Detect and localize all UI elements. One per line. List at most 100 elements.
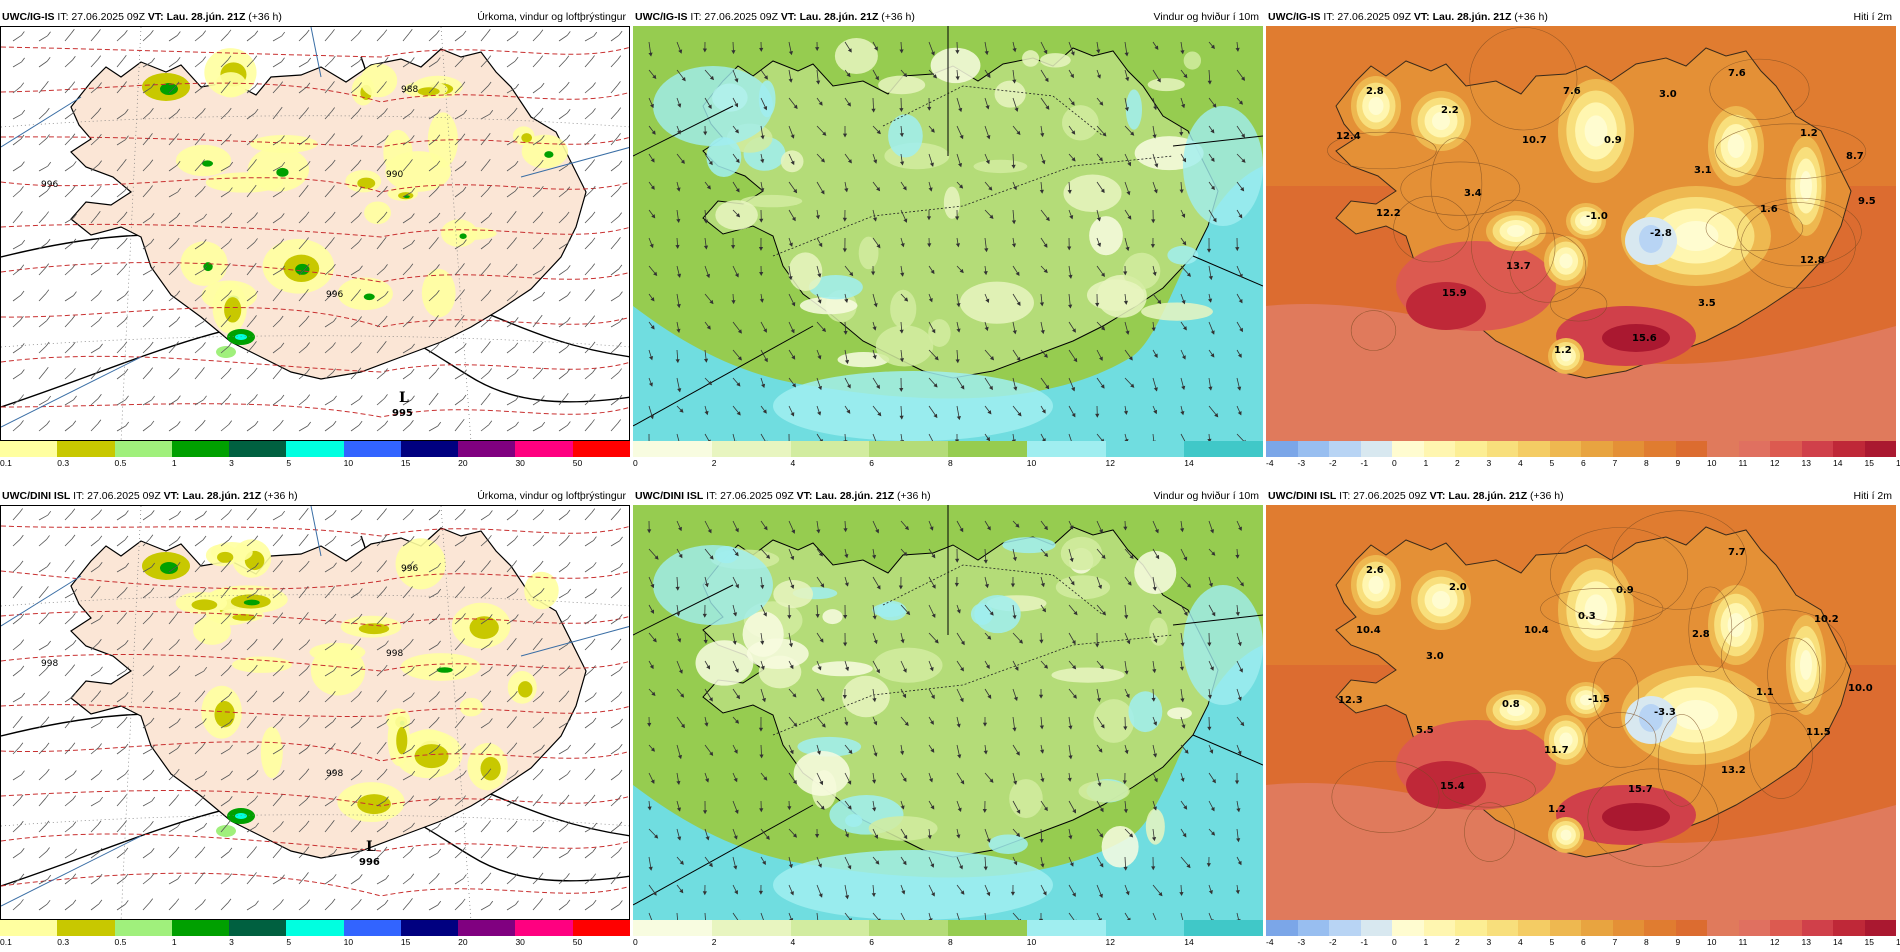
isobar-label: 996 <box>401 564 418 574</box>
legend-tick-label: 9 <box>1676 937 1681 947</box>
legend-swatch <box>0 441 57 457</box>
legend-tick-label: 1 <box>172 937 177 947</box>
panel-header: UWC/DINI ISL IT: 27.06.2025 09Z VT: Lau.… <box>1268 489 1894 503</box>
legend-tick-label: -1 <box>1361 458 1369 468</box>
init-time: IT: 27.06.2025 09Z <box>73 490 161 502</box>
temperature-value: 12.8 <box>1800 255 1825 266</box>
legend-tick-label: -2 <box>1329 937 1337 947</box>
lead-time: (+36 h) <box>1514 11 1548 23</box>
lead-time: (+36 h) <box>264 490 298 502</box>
temperature-value: -3.3 <box>1654 707 1676 718</box>
legend-tick-label: 8 <box>1644 458 1649 468</box>
legend-tick-label: -1 <box>1361 937 1369 947</box>
legend-swatch <box>1581 920 1613 936</box>
temperature-value: 0.9 <box>1604 135 1622 146</box>
legend-swatch <box>286 441 343 457</box>
temperature-value: 5.5 <box>1416 725 1434 736</box>
model-name: UWC/IG-IS <box>635 11 688 23</box>
isobar-label: 990 <box>386 170 403 180</box>
color-legend-bar <box>0 920 630 936</box>
temperature-value: 0.9 <box>1616 585 1634 596</box>
legend-swatch <box>515 920 572 936</box>
isobar-label: 998 <box>41 659 58 669</box>
legend-swatch <box>1581 441 1613 457</box>
temperature-value: 15.7 <box>1628 784 1653 795</box>
temperature-value: 2.8 <box>1366 86 1384 97</box>
legend-swatch <box>229 920 286 936</box>
map-canvas <box>633 505 1263 920</box>
legend-swatch <box>1455 441 1487 457</box>
legend-swatch <box>229 441 286 457</box>
legend-tick-label: 5 <box>1550 937 1555 947</box>
legend-tick-label: 12 <box>1106 937 1115 947</box>
temperature-value: 2.6 <box>1366 565 1384 576</box>
legend-swatch <box>1550 441 1582 457</box>
legend-swatch <box>1739 920 1771 936</box>
legend-swatch <box>401 920 458 936</box>
legend-swatch <box>1613 920 1645 936</box>
legend-tick-label: 0.1 <box>0 937 12 947</box>
legend-swatch <box>791 441 870 457</box>
temperature-value: 9.5 <box>1858 196 1876 207</box>
legend-swatch <box>1518 920 1550 936</box>
legend-tick-label: 12 <box>1770 937 1779 947</box>
panel-header: UWC/IG-IS IT: 27.06.2025 09Z VT: Lau. 28… <box>635 10 1261 24</box>
temperature-value: 3.0 <box>1659 89 1677 100</box>
legend-tick-label: 4 <box>791 937 796 947</box>
low-pressure-value: 995 <box>392 408 413 419</box>
legend-tick-label: 0 <box>1392 458 1397 468</box>
map-svg <box>633 26 1263 441</box>
panel-header: UWC/DINI ISL IT: 27.06.2025 09Z VT: Lau.… <box>635 489 1261 503</box>
map-panel-precip: UWC/IG-IS IT: 27.06.2025 09Z VT: Lau. 28… <box>0 8 630 473</box>
isobar-label: 988 <box>401 85 418 95</box>
legend-tick-label: 15 <box>401 458 410 468</box>
lead-time: (+36 h) <box>897 490 931 502</box>
temperature-value: 10.0 <box>1848 683 1873 694</box>
legend-swatch <box>1298 441 1330 457</box>
legend-swatch <box>172 920 229 936</box>
legend-tick-label: 2 <box>712 937 717 947</box>
legend-swatch <box>1707 920 1739 936</box>
legend-swatch <box>1802 441 1834 457</box>
legend-swatch <box>1865 920 1897 936</box>
legend-tick-label: 0 <box>633 458 638 468</box>
temperature-value: 11.7 <box>1544 745 1569 756</box>
temperature-value: -1.0 <box>1586 211 1608 222</box>
isobar-label: 996 <box>326 290 343 300</box>
legend-tick-label: -3 <box>1298 458 1306 468</box>
legend-swatch <box>1487 920 1519 936</box>
temperature-value: 1.1 <box>1756 687 1774 698</box>
legend-tick-label: 10 <box>344 458 353 468</box>
temperature-value: 3.4 <box>1464 188 1482 199</box>
legend-swatch <box>1770 441 1802 457</box>
legend-swatch <box>1455 920 1487 936</box>
temperature-value: 2.8 <box>1692 629 1710 640</box>
legend-tick-label: 3 <box>1487 937 1492 947</box>
panel-title: Úrkoma, vindur og loftþrýstingur <box>477 489 626 503</box>
legend-tick-label: 16 <box>1896 458 1900 468</box>
temperature-value: 8.7 <box>1846 151 1864 162</box>
legend-tick-label: 14 <box>1184 458 1193 468</box>
init-time: IT: 27.06.2025 09Z <box>1323 11 1411 23</box>
legend-swatch <box>869 920 948 936</box>
legend-swatch <box>0 920 57 936</box>
legend-swatch <box>286 920 343 936</box>
temperature-value: 11.5 <box>1806 727 1831 738</box>
temperature-value: 2.0 <box>1449 582 1467 593</box>
legend-swatch <box>401 441 458 457</box>
legend-swatch <box>1739 441 1771 457</box>
legend-tick-label: 2 <box>712 458 717 468</box>
legend-swatch <box>869 441 948 457</box>
legend-swatch <box>573 920 630 936</box>
legend-tick-label: 0.3 <box>57 458 69 468</box>
temperature-value: -1.5 <box>1588 694 1610 705</box>
color-legend-bar <box>633 920 1263 936</box>
legend-tick-label: 2 <box>1455 937 1460 947</box>
panel-header: UWC/IG-IS IT: 27.06.2025 09Z VT: Lau. 28… <box>1268 10 1894 24</box>
legend-tick-label: 3 <box>229 937 234 947</box>
legend-swatch <box>948 441 1027 457</box>
